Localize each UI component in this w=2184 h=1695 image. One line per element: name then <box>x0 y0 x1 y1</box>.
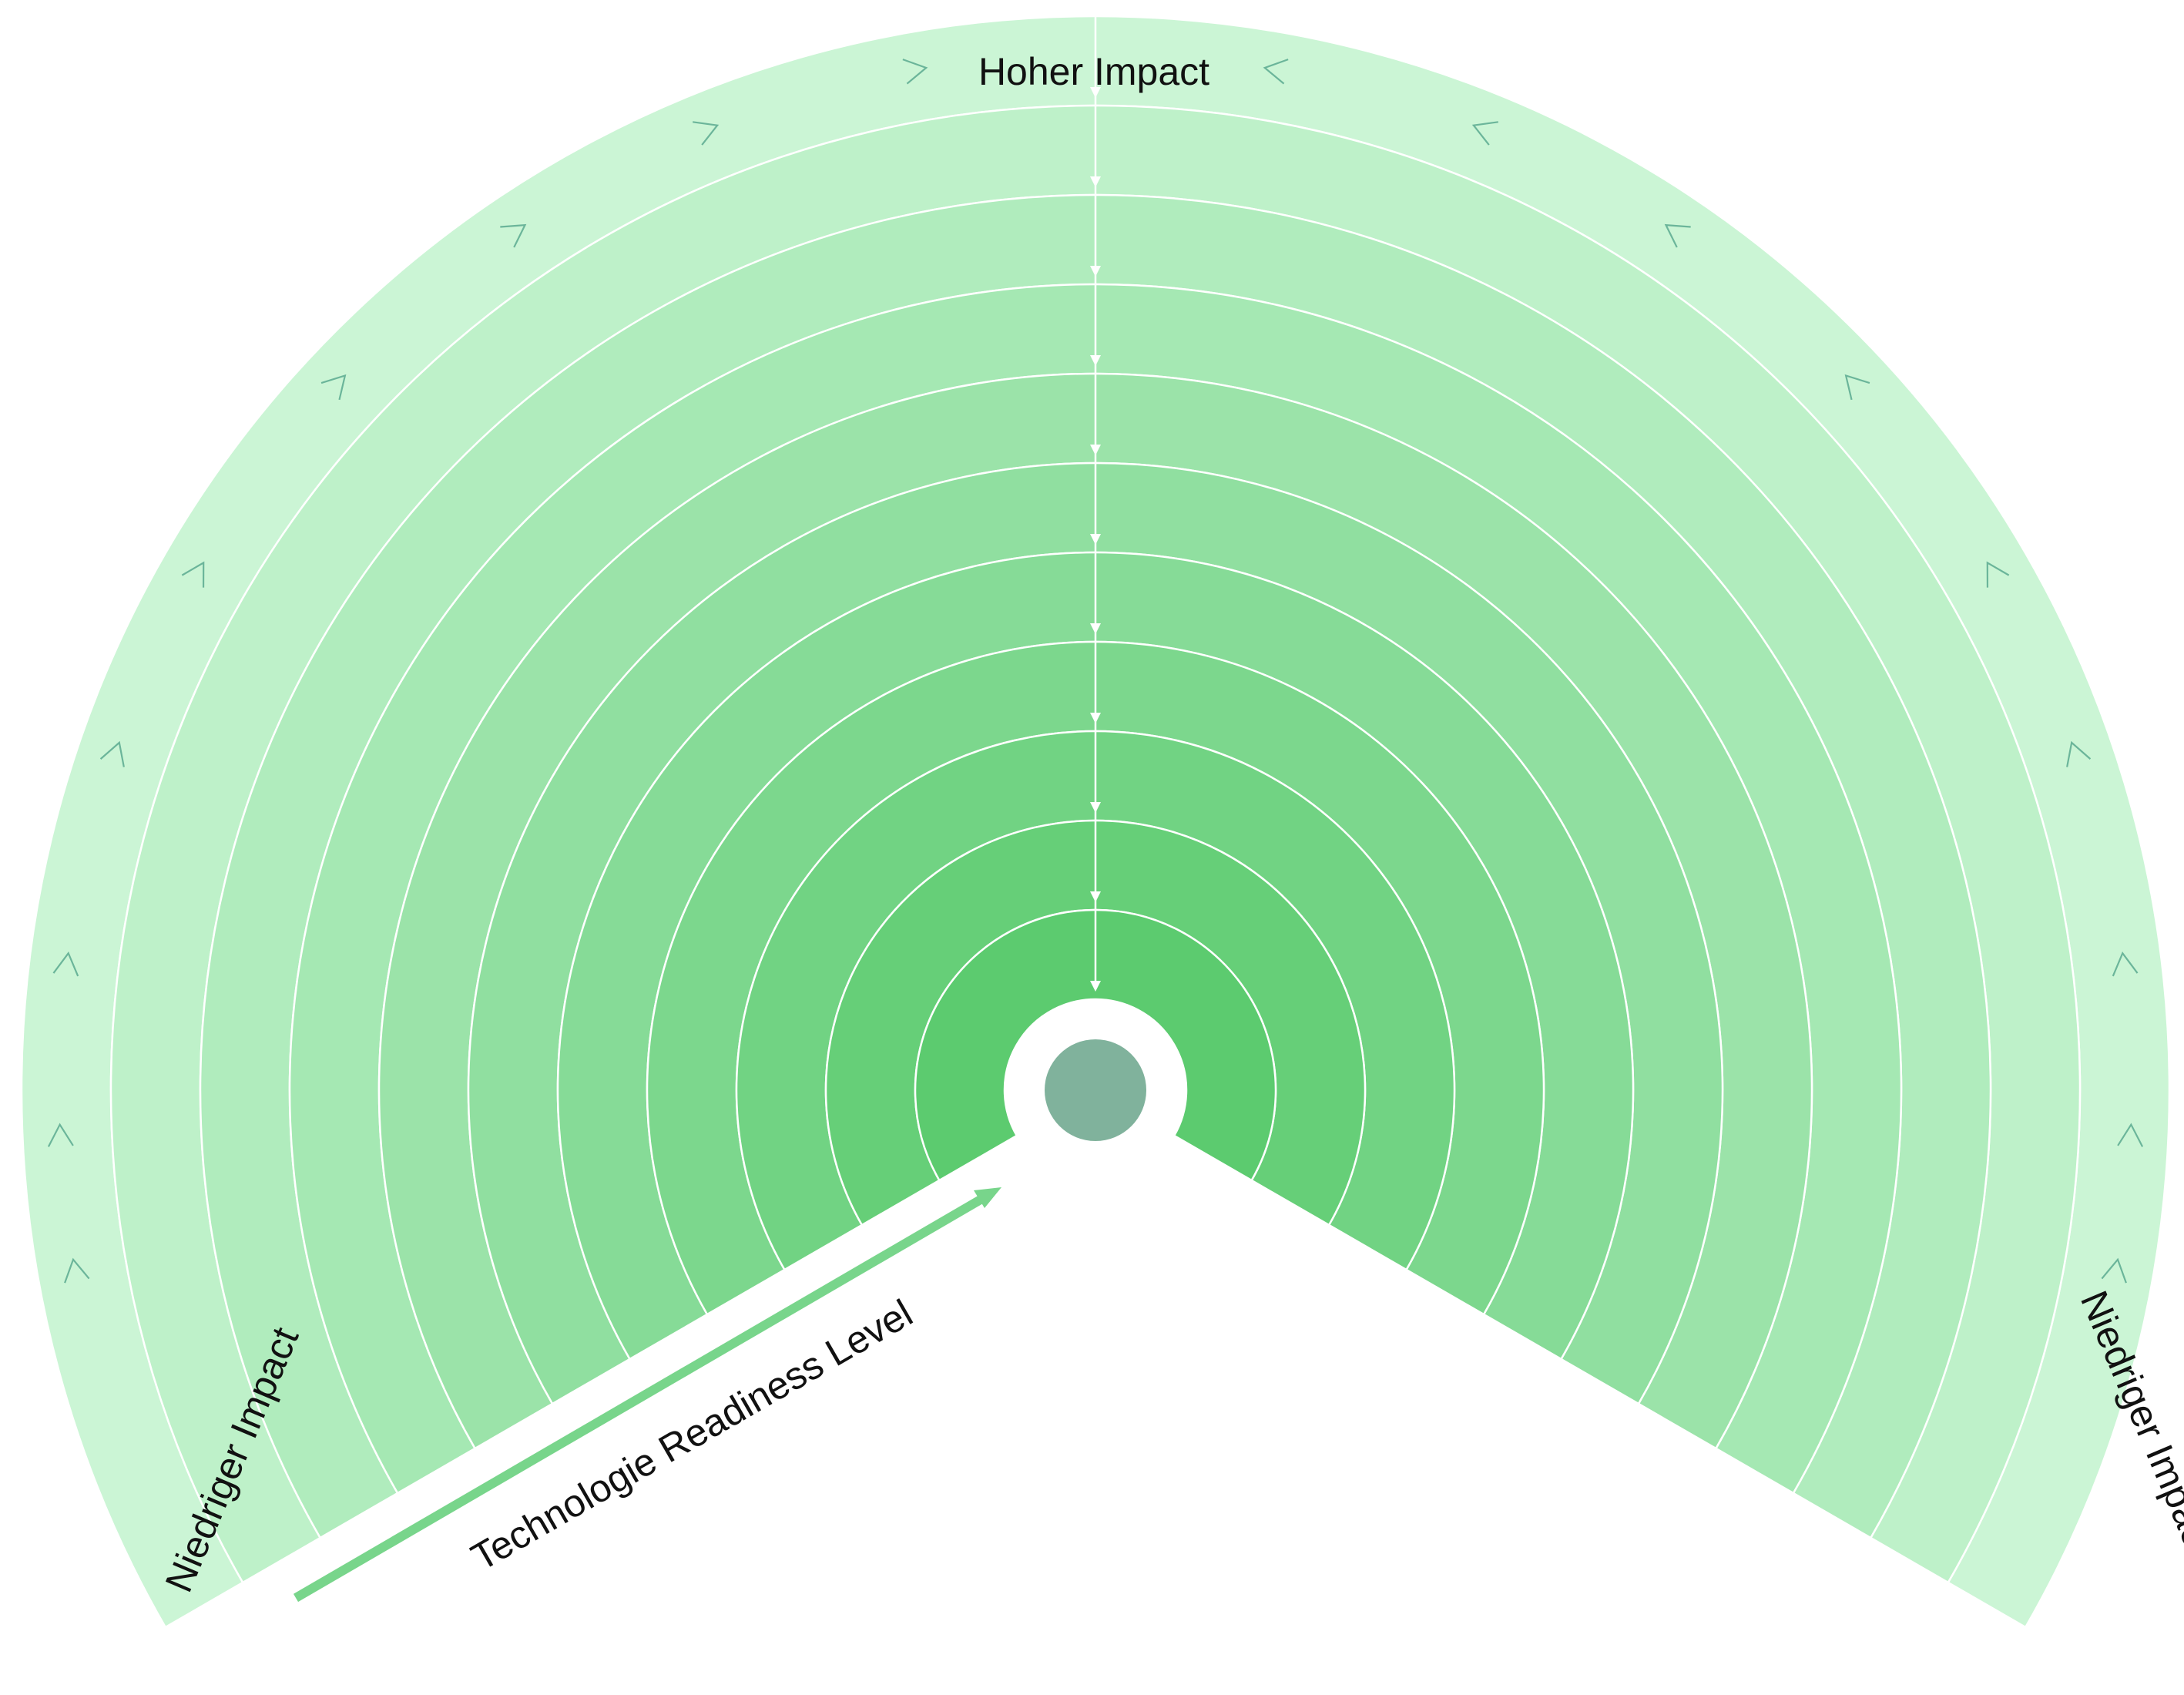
trl-arrow-shaft <box>293 1193 988 1603</box>
chevron-left-icon <box>47 1123 74 1147</box>
spoke-arrowhead <box>1090 534 1101 545</box>
arrow-head-icon <box>974 1187 1001 1208</box>
spoke-arrowhead <box>1090 623 1101 634</box>
spoke-arrowhead <box>1090 355 1101 366</box>
spoke-arrowhead <box>1090 891 1101 902</box>
chevron-right-icon <box>1664 223 1691 248</box>
trl-axis <box>293 1187 1001 1603</box>
center-dot <box>1045 1039 1146 1141</box>
chevron-right-icon <box>1471 121 1498 146</box>
chevron-right-icon <box>1844 374 1870 401</box>
spoke-arrowhead <box>1090 802 1101 813</box>
chevron-right-icon <box>2117 1123 2144 1147</box>
chevron-right-icon <box>1986 561 2010 588</box>
chevron-right-icon <box>1263 59 1289 85</box>
center-spoke <box>1090 16 1101 992</box>
spoke-arrowhead <box>1090 266 1101 277</box>
chevron-left-icon <box>52 951 79 977</box>
direction-chevrons <box>47 59 2144 1284</box>
chevron-left-icon <box>500 223 527 248</box>
chevron-left-icon <box>902 59 928 85</box>
spoke-arrowhead <box>1090 176 1101 187</box>
chevron-left-icon <box>99 740 125 767</box>
chevron-left-icon <box>64 1257 90 1284</box>
spoke-arrowhead <box>1090 445 1101 455</box>
label-high-impact: Hoher Impact <box>978 50 1209 93</box>
chevron-left-icon <box>320 374 347 401</box>
spoke-arrowhead <box>1090 713 1101 723</box>
chevron-right-icon <box>2112 951 2139 977</box>
ring-1 <box>914 908 1277 1182</box>
chevron-left-icon <box>181 561 205 588</box>
chevron-right-icon <box>2101 1257 2127 1284</box>
radar-center <box>1045 1039 1146 1141</box>
spoke-arrowhead <box>1090 87 1101 98</box>
chevron-right-icon <box>2066 740 2092 767</box>
chevron-left-icon <box>693 121 720 146</box>
spoke-arrowhead <box>1090 981 1101 992</box>
radar-rings <box>20 15 2171 1629</box>
